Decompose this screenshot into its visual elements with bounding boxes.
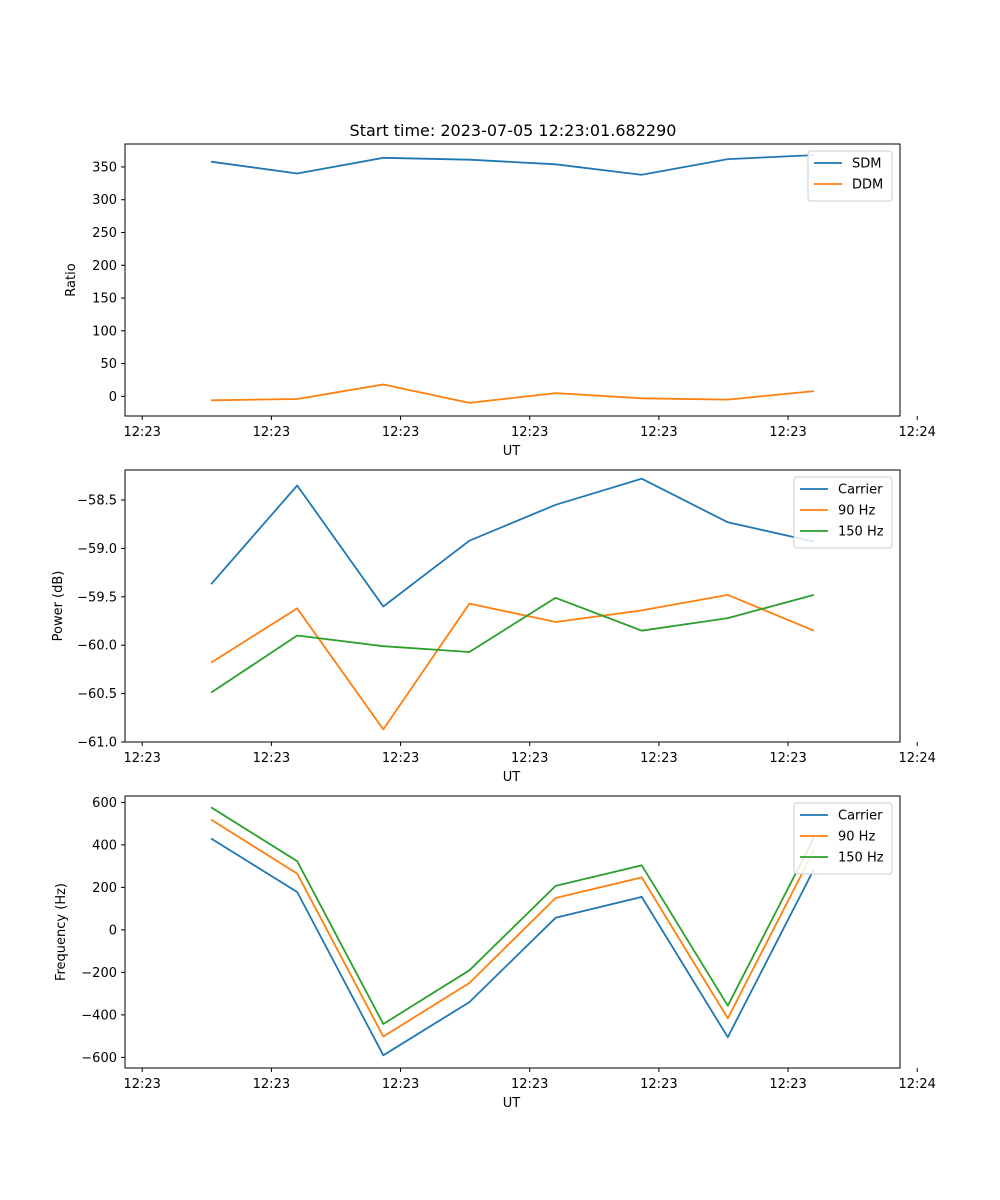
frequency-x-tick-label: 12:23	[123, 1077, 160, 1092]
power-y-tick-label: −60.0	[77, 639, 117, 654]
power-x-tick-label: 12:23	[640, 751, 677, 766]
ratio-y-tick-label: 0	[109, 390, 117, 405]
frequency-y-axis-label: Frequency (Hz)	[54, 883, 69, 981]
power-y-tick-label: −58.5	[77, 494, 117, 509]
panels: 12:23 12:23 12:23 12:23 12:23 12:23 12:24 0 50 10…	[51, 143, 936, 1111]
frequency-legend-label: Carrier	[838, 809, 883, 824]
ratio-x-tick-label: 12:23	[253, 425, 290, 440]
ratio-legend-label: DDM	[852, 178, 883, 193]
ratio-y-tick-label: 150	[92, 292, 117, 307]
ratio-x-tick-label: 12:23	[640, 425, 677, 440]
frequency-y-tick-label: 0	[109, 923, 117, 938]
power-x-axis-label: UT	[503, 770, 521, 785]
frequency-x-tick-label: 12:23	[511, 1077, 548, 1092]
ratio-y-axis-label: Ratio	[64, 263, 79, 296]
frequency-y-tick-label: −400	[81, 1008, 117, 1023]
frequency-series-line-carrier	[210, 837, 815, 1057]
power-x-tick-label: 12:23	[123, 751, 160, 766]
frequency-legend: Carrier 90 Hz 150 Hz	[793, 802, 893, 875]
power-y-tick-label: −61.0	[77, 736, 117, 751]
chart-ratio: 12:23 12:23 12:23 12:23 12:23 12:23 12:24 0 50 10…	[64, 143, 936, 459]
frequency-x-axis-label: UT	[503, 1096, 521, 1111]
power-y-tick-label: −59.0	[77, 542, 117, 557]
frequency-x-tick-label: 12:24	[898, 1077, 935, 1092]
power-x-tick-label: 12:23	[769, 751, 806, 766]
chart-frequency: 12:23 12:23 12:23 12:23 12:23 12:23 12:24 −600 −…	[54, 795, 936, 1111]
power-series-line-90-hz	[210, 594, 815, 731]
ratio-series-line-ddm	[211, 383, 814, 404]
power-x-tick-label: 12:24	[898, 751, 935, 766]
figure-title: Start time: 2023-07-05 12:23:01.682290	[350, 121, 677, 140]
frequency-y-tick-label: 200	[92, 881, 117, 896]
ratio-y-tick-label: 300	[92, 193, 117, 208]
ratio-y-tick-label: 350	[92, 160, 117, 175]
power-axes-frame	[124, 469, 901, 743]
frequency-y-tick-label: −600	[81, 1051, 117, 1066]
power-y-tick-label: −60.5	[77, 687, 117, 702]
frequency-x-tick-label: 12:23	[640, 1077, 677, 1092]
frequency-series-line-90-hz	[210, 818, 815, 1038]
frequency-x-tick-label: 12:23	[769, 1077, 806, 1092]
ratio-x-tick-label: 12:23	[382, 425, 419, 440]
power-y-axis-label: Power (dB)	[51, 571, 66, 642]
ratio-y-tick-label: 50	[100, 357, 117, 372]
ratio-series-line-sdm	[210, 154, 814, 176]
frequency-y-tick-label: −200	[81, 966, 117, 981]
ratio-y-tick-label: 200	[92, 259, 117, 274]
ratio-legend: SDM DDM	[807, 150, 893, 202]
ratio-y-tick-label: 100	[92, 324, 117, 339]
power-legend-label: 150 Hz	[838, 525, 884, 540]
ratio-x-axis-label: UT	[503, 444, 521, 459]
frequency-legend-label: 150 Hz	[838, 851, 884, 866]
frequency-axes-frame	[124, 795, 901, 1069]
ratio-x-tick-label: 12:23	[123, 425, 160, 440]
frequency-x-tick-label: 12:23	[382, 1077, 419, 1092]
frequency-y-tick-label: 400	[92, 838, 117, 853]
ratio-legend-label: SDM	[852, 157, 881, 172]
power-legend-label: 90 Hz	[838, 504, 875, 519]
frequency-y-tick-label: 600	[92, 796, 117, 811]
power-legend: Carrier 90 Hz 150 Hz	[793, 476, 893, 549]
power-y-tick-label: −59.5	[77, 590, 117, 605]
power-series-line-150-hz	[210, 594, 815, 694]
ratio-x-tick-label: 12:24	[898, 425, 935, 440]
power-x-tick-label: 12:23	[511, 751, 548, 766]
power-series-line-carrier	[210, 477, 815, 608]
ratio-x-tick-label: 12:23	[769, 425, 806, 440]
frequency-legend-label: 90 Hz	[838, 830, 875, 845]
ratio-axes-frame	[124, 143, 901, 417]
chart-power: 12:23 12:23 12:23 12:23 12:23 12:23 12:24 −61.0…	[51, 469, 936, 785]
ratio-y-tick-label: 250	[92, 226, 117, 241]
power-legend-label: Carrier	[838, 483, 883, 498]
power-x-tick-label: 12:23	[253, 751, 290, 766]
power-x-tick-label: 12:23	[382, 751, 419, 766]
ratio-x-tick-label: 12:23	[511, 425, 548, 440]
frequency-x-tick-label: 12:23	[253, 1077, 290, 1092]
frequency-series-line-150-hz	[210, 806, 815, 1025]
